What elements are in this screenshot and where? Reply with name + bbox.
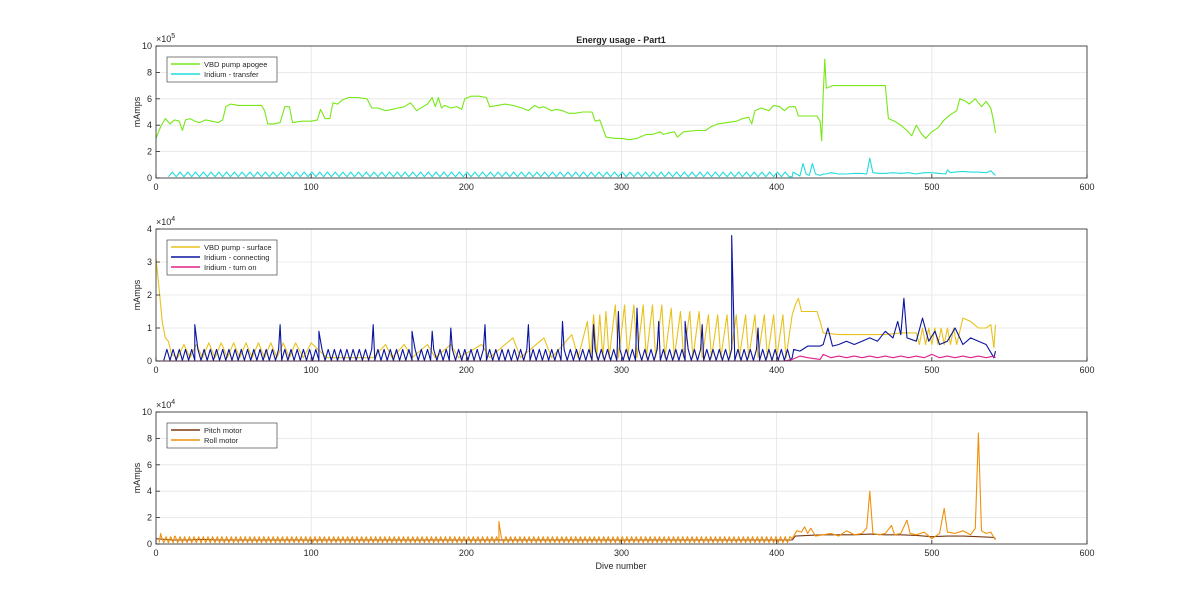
- y-axis-exponent: ×105: [156, 33, 175, 44]
- chart-title: Energy usage - Part1: [576, 35, 666, 45]
- legend-label: VBD pump - surface: [204, 243, 272, 252]
- legend-box: [166, 422, 278, 449]
- series-line-2: [163, 235, 997, 361]
- x-tick-label: 400: [769, 182, 784, 192]
- legend-label: Roll motor: [204, 436, 239, 445]
- y-axis-exponent: ×104: [156, 216, 175, 227]
- y-tick-label: 6: [147, 460, 152, 470]
- series-line-2: [167, 157, 996, 178]
- y-tick-label: 3: [147, 257, 152, 267]
- y-tick-label: 1: [147, 323, 152, 333]
- x-axis-label: Dive number: [595, 561, 646, 571]
- legend-label: Iridium - connecting: [204, 253, 269, 262]
- series-line-3: [156, 353, 996, 362]
- y-axis-label: mAmps: [132, 462, 142, 493]
- x-tick-label: 200: [459, 548, 474, 558]
- x-tick-label: 500: [924, 365, 939, 375]
- series-line-1: [155, 58, 997, 142]
- chart-panel-2: 0 100 200 300 400 500 600 0 1 2 3 4 ×104 mAmps VBD pum…: [132, 216, 1095, 375]
- x-tick-label: 100: [304, 365, 319, 375]
- x-tick-label: 600: [1079, 548, 1094, 558]
- chart-panel-3: 0 100 200 300 400 500 600 0 2 4 6 8 10 ×104 mAmps Pitch…: [132, 399, 1095, 558]
- x-tick-label: 0: [153, 365, 158, 375]
- y-tick-label: 10: [142, 407, 152, 417]
- y-tick-label: 10: [142, 41, 152, 51]
- series-line-2: [158, 432, 996, 544]
- y-tick-label: 8: [147, 433, 152, 443]
- y-tick-label: 2: [147, 147, 152, 157]
- x-tick-label: 500: [924, 182, 939, 192]
- x-tick-label: 200: [459, 182, 474, 192]
- y-tick-label: 0: [147, 356, 152, 366]
- x-tick-label: 0: [153, 182, 158, 192]
- x-tick-label: 300: [614, 365, 629, 375]
- y-tick-label: 2: [147, 513, 152, 523]
- y-axis-exponent: ×104: [156, 399, 175, 410]
- chart-panel-1: 0 100 200 300 400 500 600 0 2 4 6 8 10 ×105 mAmps VBD p…: [132, 33, 1095, 192]
- legend-label: VBD pump apogee: [204, 60, 267, 69]
- y-tick-label: 6: [147, 94, 152, 104]
- x-tick-label: 500: [924, 548, 939, 558]
- y-tick-label: 0: [147, 539, 152, 549]
- legend-label: Pitch motor: [204, 426, 242, 435]
- y-tick-label: 2: [147, 290, 152, 300]
- x-tick-label: 600: [1079, 182, 1094, 192]
- x-tick-label: 400: [769, 548, 784, 558]
- x-tick-label: 300: [614, 182, 629, 192]
- legend-box: [166, 56, 278, 83]
- y-tick-label: 4: [147, 224, 152, 234]
- legend-label: Iridium - transfer: [204, 70, 259, 79]
- y-tick-label: 0: [147, 173, 152, 183]
- x-tick-label: 200: [459, 365, 474, 375]
- x-tick-label: 600: [1079, 365, 1094, 375]
- y-tick-label: 8: [147, 67, 152, 77]
- y-axis-label: mAmps: [132, 96, 142, 127]
- legend-label: Iridium - turn on: [204, 263, 257, 272]
- x-tick-label: 100: [304, 182, 319, 192]
- x-tick-label: 400: [769, 365, 784, 375]
- y-tick-label: 4: [147, 120, 152, 130]
- y-tick-label: 4: [147, 486, 152, 496]
- x-tick-label: 300: [614, 548, 629, 558]
- y-axis-label: mAmps: [132, 279, 142, 310]
- x-tick-label: 100: [304, 548, 319, 558]
- x-tick-label: 0: [153, 548, 158, 558]
